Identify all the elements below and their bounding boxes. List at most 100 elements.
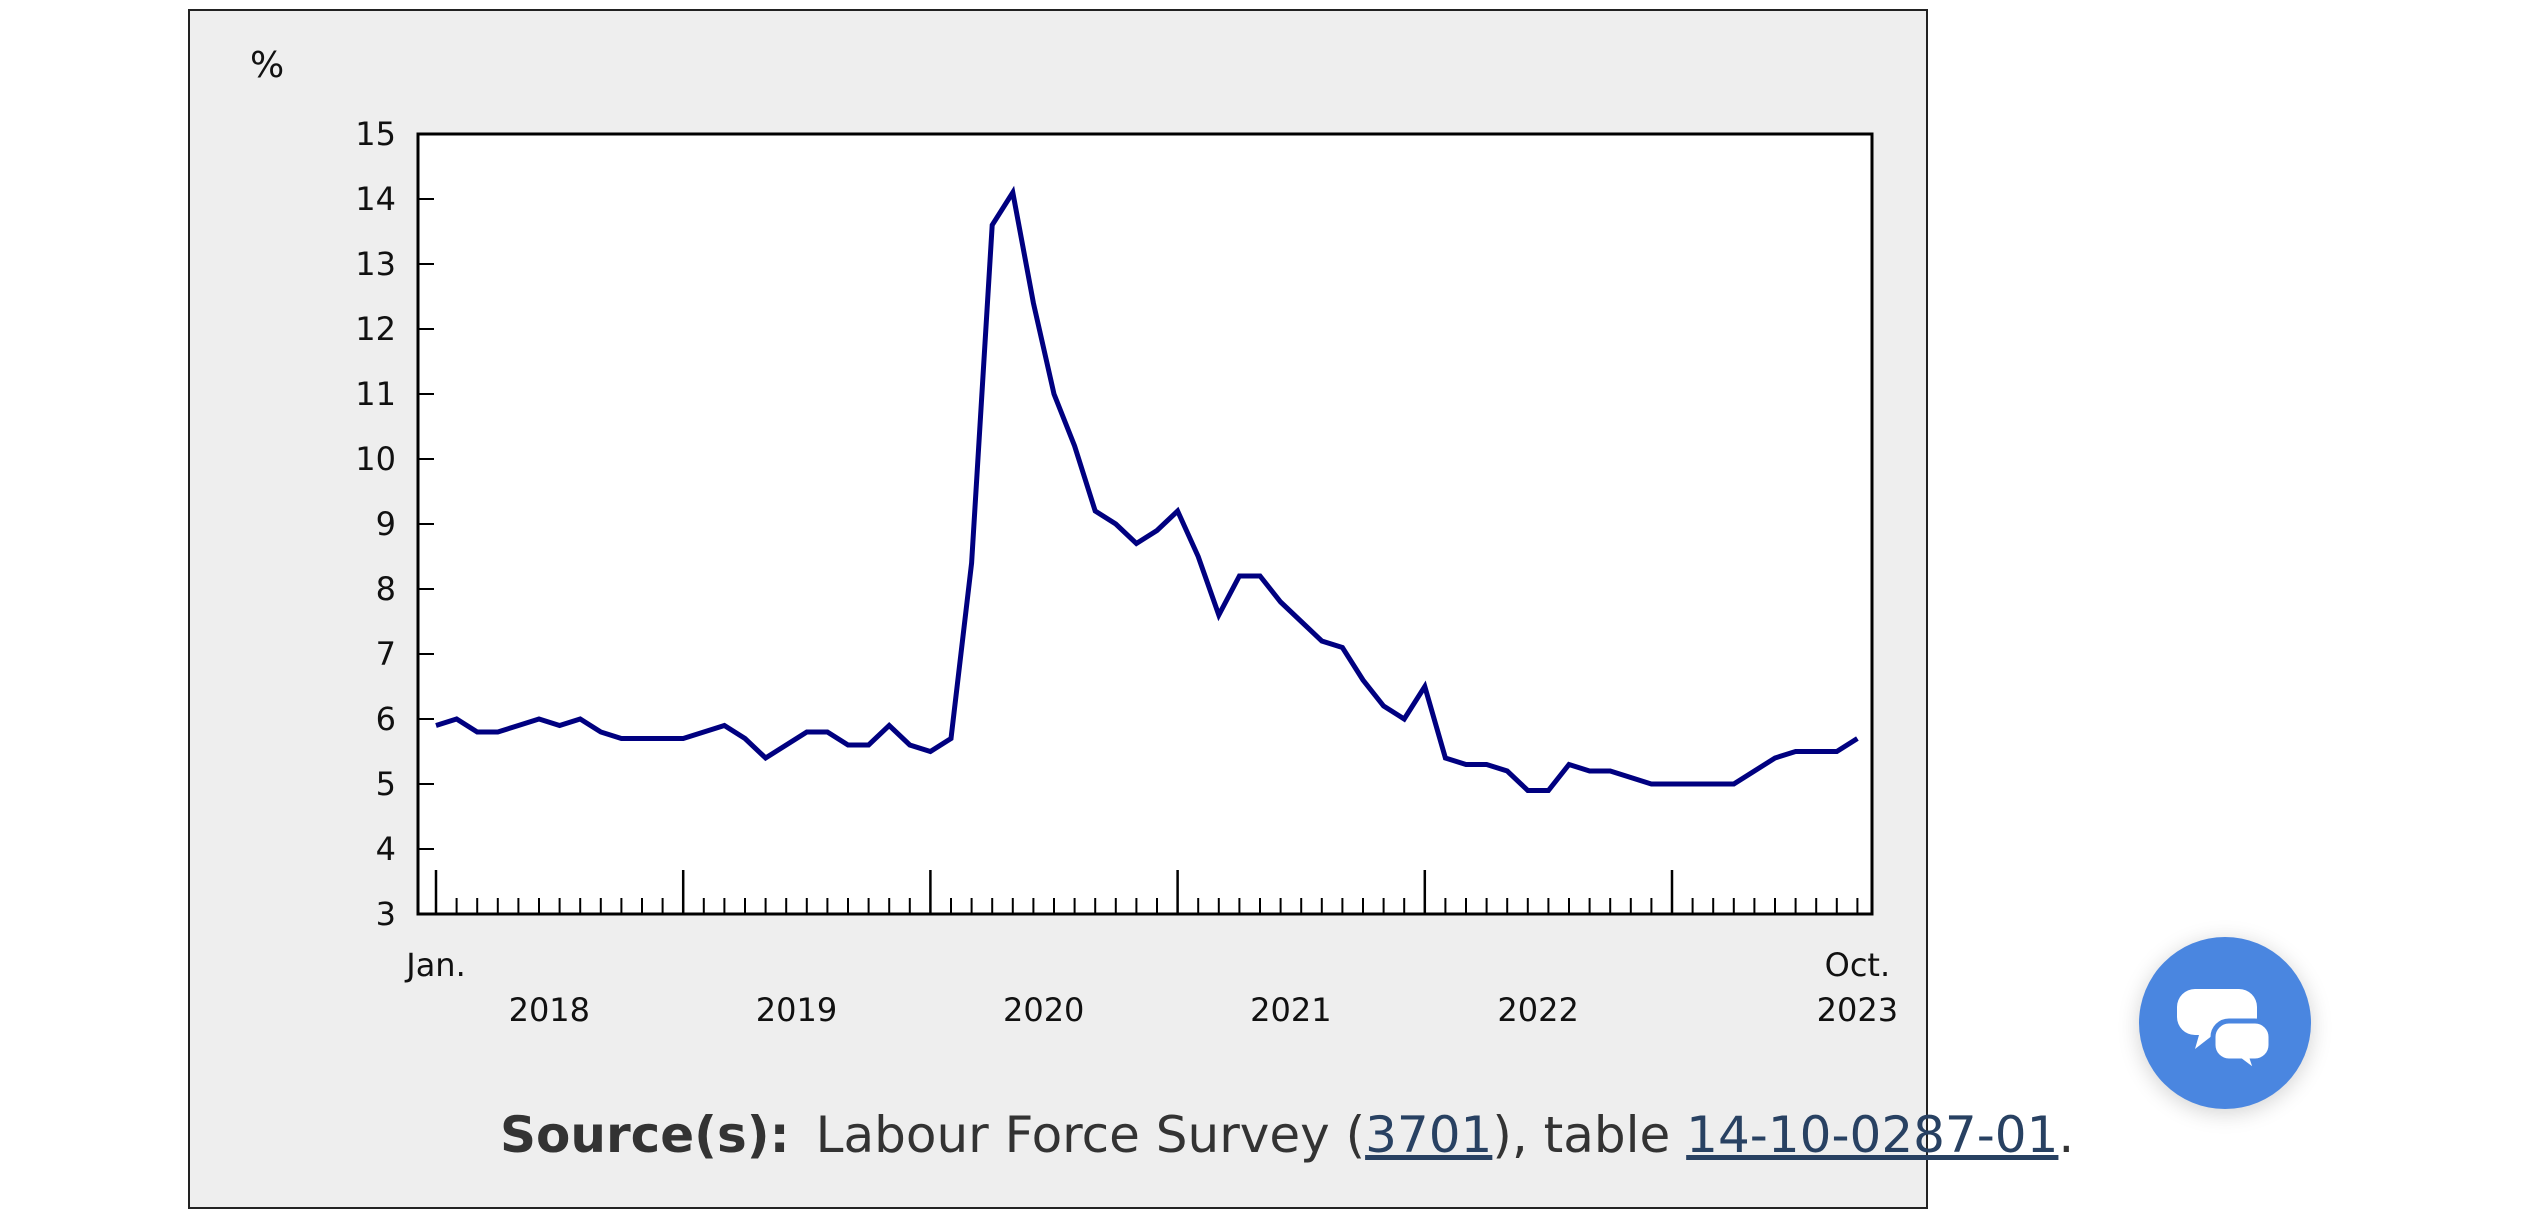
data-point [701, 730, 706, 735]
data-point [1072, 444, 1077, 449]
data-point [578, 717, 583, 722]
data-point [1649, 782, 1654, 787]
data-point [846, 743, 851, 748]
data-point [1546, 788, 1551, 793]
data-point [1361, 678, 1366, 683]
x-year-label: 2022 [1497, 991, 1578, 1029]
data-point [1216, 613, 1221, 618]
chat-button[interactable] [2139, 937, 2311, 1109]
data-point [434, 723, 439, 728]
y-tick-label: 14 [355, 180, 396, 218]
data-point [660, 736, 665, 741]
data-point [516, 723, 521, 728]
y-tick-label: 11 [355, 375, 396, 413]
data-point [475, 730, 480, 735]
data-point [1381, 704, 1386, 709]
y-axis-unit-label: % [250, 45, 284, 86]
data-point [598, 730, 603, 735]
x-year-label: 2023 [1817, 991, 1898, 1029]
x-year-label: 2020 [1003, 991, 1084, 1029]
plot-area [416, 132, 1874, 916]
y-tick-label: 6 [376, 700, 396, 738]
data-point [763, 756, 768, 761]
data-point [495, 730, 500, 735]
data-point [1608, 769, 1613, 774]
data-point [990, 223, 995, 228]
source-note: Source(s): Labour Force Survey (3701), ta… [500, 1106, 2074, 1164]
data-point [866, 743, 871, 748]
table-number-link[interactable]: 14-10-0287-01 [1686, 1106, 2059, 1164]
data-point [1093, 509, 1098, 514]
y-tick-label: 9 [376, 505, 396, 543]
data-point [1299, 619, 1304, 624]
data-point [1278, 600, 1283, 605]
data-point [681, 736, 686, 741]
data-point [722, 723, 727, 728]
data-point [1505, 769, 1510, 774]
line-chart: % 3 4 5 6 7 8 9 10 11 12 13 14 15 Jan. Oct. 2018 2019 2020… [250, 45, 1898, 1029]
data-point [1237, 574, 1242, 579]
data-point [1031, 301, 1036, 306]
data-point [1567, 762, 1572, 767]
x-start-month-label: Jan. [404, 946, 466, 984]
data-point [1402, 717, 1407, 722]
data-point [1443, 756, 1448, 761]
x-year-label: 2018 [509, 991, 590, 1029]
data-point [1855, 736, 1860, 741]
y-tick-label: 5 [376, 765, 396, 803]
data-point [1628, 775, 1633, 780]
data-point [1731, 782, 1736, 787]
data-point [1670, 782, 1675, 787]
y-tick-label: 3 [376, 895, 396, 933]
data-point [537, 717, 542, 722]
y-tick-label: 12 [355, 310, 396, 348]
data-point [1010, 190, 1015, 195]
data-point [928, 749, 933, 754]
y-tick-label: 7 [376, 635, 396, 673]
series-line [435, 185, 1859, 793]
data-point [1752, 769, 1757, 774]
data-point [743, 736, 748, 741]
data-point [1052, 392, 1057, 397]
data-point [1690, 782, 1695, 787]
data-point [1196, 554, 1201, 559]
data-point [1587, 769, 1592, 774]
data-point [1773, 756, 1778, 761]
data-point [454, 717, 459, 722]
data-point [557, 723, 562, 728]
data-point [1113, 522, 1118, 527]
data-point [1134, 541, 1139, 546]
data-point [1711, 782, 1716, 787]
data-point [619, 736, 624, 741]
data-point [1484, 762, 1489, 767]
y-tick-label: 15 [355, 115, 396, 153]
x-year-label: 2019 [756, 991, 837, 1029]
data-point [949, 736, 954, 741]
data-point [1834, 749, 1839, 754]
data-point [784, 743, 789, 748]
data-point [804, 730, 809, 735]
source-text-middle: ), table [1492, 1106, 1687, 1164]
data-point [887, 723, 892, 728]
y-tick-label: 8 [376, 570, 396, 608]
data-point [1464, 762, 1469, 767]
survey-number-link[interactable]: 3701 [1365, 1106, 1493, 1164]
data-point [1258, 574, 1263, 579]
data-point [640, 736, 645, 741]
data-point [1175, 509, 1180, 514]
source-text-before: Labour Force Survey ( [815, 1106, 1366, 1164]
x-end-month-label: Oct. [1825, 946, 1891, 984]
source-label: Source(s): [500, 1106, 790, 1164]
chat-bubbles-icon [2177, 989, 2274, 1080]
data-point [1319, 639, 1324, 644]
y-tick-label: 4 [376, 830, 396, 868]
source-text-after: . [2058, 1106, 2075, 1164]
chart-figure: % 3 4 5 6 7 8 9 10 11 12 13 14 15 Jan. Oct. 2018 2019 2020… [188, 9, 2074, 1209]
data-point [1814, 749, 1819, 754]
y-tick-label: 13 [355, 245, 396, 283]
data-point [1155, 528, 1160, 533]
data-point [1525, 788, 1530, 793]
data-point [1340, 645, 1345, 650]
data-point [1422, 684, 1427, 689]
data-point [1793, 749, 1798, 754]
